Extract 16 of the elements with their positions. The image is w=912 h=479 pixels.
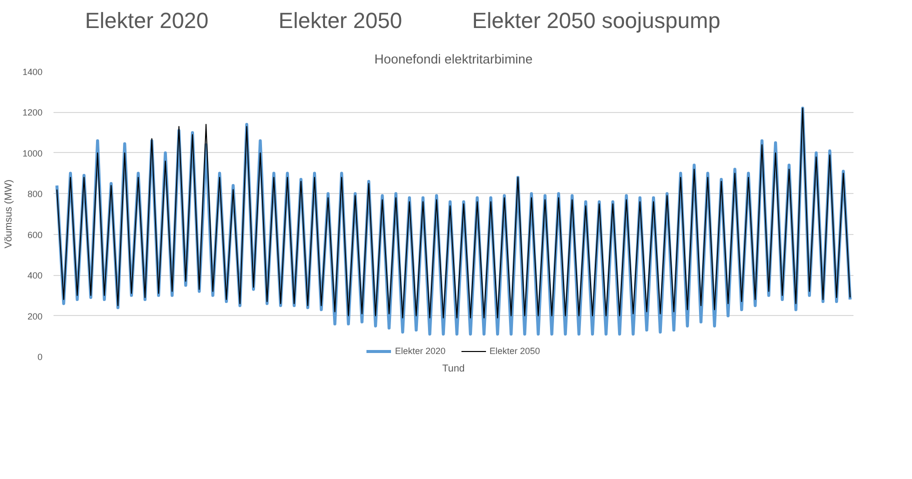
text: Elekter 2050: [278, 8, 402, 33]
y-tick-label: 1200: [22, 108, 43, 118]
y-tick-label: 400: [27, 270, 43, 281]
y-tick-label: 600: [27, 230, 43, 240]
text: Elekter 2020: [85, 8, 209, 33]
y-axis-title: Võumsus (MW): [3, 180, 14, 248]
y-tick-label: 1000: [22, 148, 43, 158]
text: Elekter 2050 soojuspump: [472, 8, 720, 33]
legend-label: Elekter 2020: [394, 346, 446, 356]
x-axis-title: Tund: [442, 364, 465, 374]
chart-title: Hoonefondi elektritarbimine: [374, 52, 533, 66]
y-tick-label: 200: [27, 311, 43, 322]
y-tick-label: 1400: [22, 67, 43, 77]
y-tick-label: 0: [37, 352, 43, 362]
legend-label: Elekter 2050: [490, 346, 540, 356]
y-tick-label: 800: [27, 189, 43, 200]
